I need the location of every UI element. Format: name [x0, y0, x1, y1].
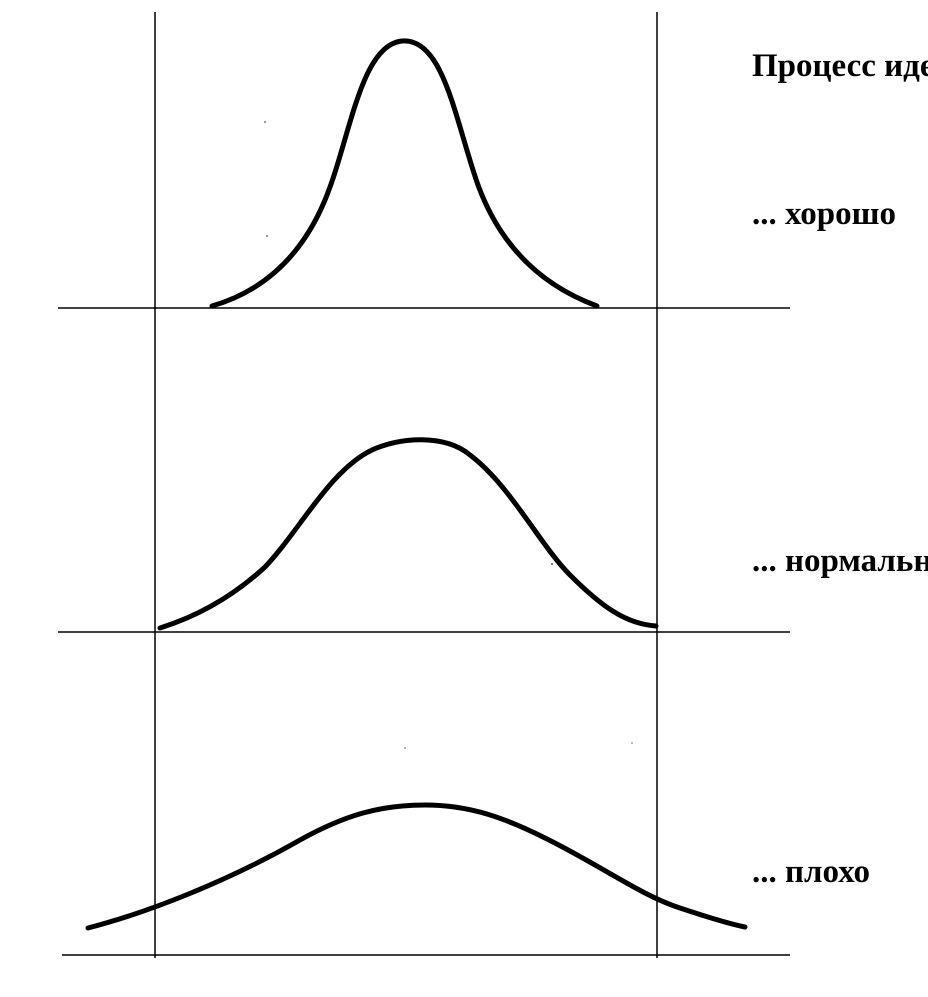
- scan-speck: [264, 121, 266, 123]
- scan-speck: [266, 235, 268, 237]
- curve-bad: [85, 802, 748, 931]
- scan-speck: [631, 742, 633, 744]
- scan-speck: [404, 747, 406, 749]
- curve-label-bad: ... плохо: [752, 854, 870, 890]
- curve-label-good: ... хорошо: [752, 196, 896, 232]
- curve-good: [209, 38, 600, 309]
- diagram-title: Процесс иде: [752, 48, 928, 84]
- curve-normal: [157, 437, 659, 631]
- curve-label-normal: ... нормально: [752, 543, 928, 579]
- scan-speck: [551, 563, 553, 565]
